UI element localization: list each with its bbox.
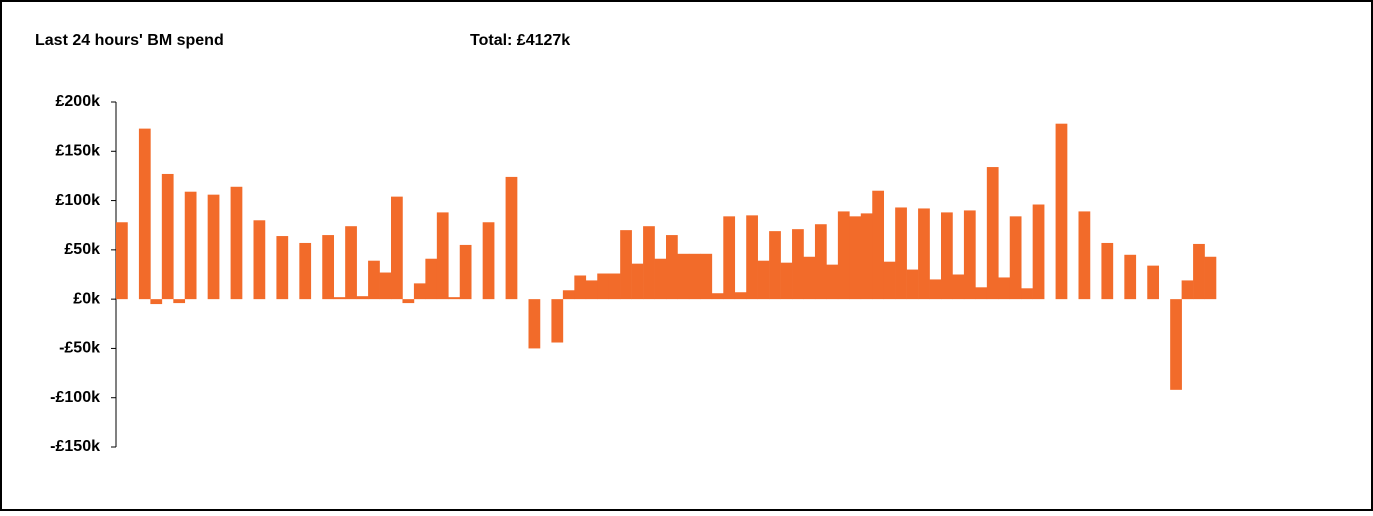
bar	[368, 260, 380, 300]
bar	[677, 253, 690, 300]
bar	[986, 167, 999, 300]
bar	[723, 216, 736, 300]
bar	[929, 279, 942, 300]
bar	[345, 226, 357, 300]
bar	[391, 196, 403, 300]
bar	[826, 264, 839, 300]
bar	[150, 299, 163, 305]
bar	[562, 290, 575, 300]
bar	[963, 210, 976, 300]
bar	[253, 220, 266, 300]
y-tick-label: £0k	[73, 290, 100, 307]
bar	[769, 231, 781, 300]
bar	[551, 299, 564, 343]
bar	[906, 269, 919, 300]
bar	[895, 207, 907, 300]
bar	[1055, 123, 1068, 300]
y-tick-label: -£150k	[50, 438, 100, 455]
bar	[138, 128, 151, 300]
bar	[184, 191, 197, 300]
bar	[413, 283, 426, 300]
bar	[482, 222, 495, 300]
bar	[860, 213, 873, 300]
bar	[379, 272, 392, 300]
chart-total: Total: £4127k	[470, 32, 570, 49]
bar	[1204, 256, 1217, 300]
bar	[207, 194, 220, 300]
bar	[459, 244, 472, 300]
bar	[1009, 216, 1022, 300]
bar	[872, 190, 885, 300]
bar	[299, 242, 312, 300]
bar	[402, 299, 415, 304]
bar	[975, 287, 988, 300]
bar	[1021, 288, 1033, 300]
bar	[803, 256, 816, 300]
bar	[792, 229, 804, 300]
bar	[1147, 265, 1160, 300]
bar	[1193, 243, 1205, 300]
bar	[688, 253, 701, 300]
bar	[734, 292, 747, 300]
bar	[436, 212, 449, 300]
bar	[711, 293, 724, 300]
bar	[230, 186, 243, 300]
bar	[631, 263, 644, 300]
bar	[333, 297, 346, 300]
bar	[746, 215, 758, 300]
bar	[849, 216, 862, 300]
bar	[322, 235, 335, 300]
bar	[643, 226, 655, 300]
bar	[356, 296, 369, 300]
y-tick-label: £200k	[56, 93, 101, 110]
bar	[608, 273, 621, 300]
bar	[837, 211, 850, 300]
y-tick-label: £100k	[56, 192, 101, 209]
bar	[1078, 211, 1091, 300]
y-tick-label: £150k	[56, 143, 101, 160]
bar	[883, 261, 896, 300]
bar	[585, 280, 598, 300]
bar	[620, 230, 632, 300]
bar	[528, 299, 541, 349]
chart-title: Last 24 hours' BM spend	[35, 32, 224, 49]
bar	[1124, 254, 1137, 300]
bar	[161, 173, 174, 300]
bar	[780, 262, 793, 300]
bar	[666, 235, 678, 300]
bar	[1101, 242, 1114, 300]
bar	[276, 236, 289, 300]
y-tick-label: £50k	[64, 241, 100, 258]
bar	[116, 222, 128, 300]
bar	[574, 275, 587, 300]
bar	[941, 212, 953, 300]
bar	[1181, 280, 1194, 300]
bar	[757, 260, 770, 300]
bar	[814, 224, 827, 300]
bar	[998, 277, 1011, 300]
bar	[448, 297, 461, 300]
bar	[952, 274, 965, 300]
bar	[1170, 299, 1182, 390]
bar	[425, 258, 438, 300]
y-tick-label: -£100k	[50, 389, 100, 406]
bar	[700, 253, 713, 300]
bar	[1032, 204, 1045, 300]
bar	[654, 258, 667, 300]
bar	[173, 299, 186, 304]
y-tick-label: -£50k	[59, 340, 100, 357]
bar	[918, 208, 930, 300]
bar	[597, 273, 610, 300]
bar	[505, 176, 518, 300]
